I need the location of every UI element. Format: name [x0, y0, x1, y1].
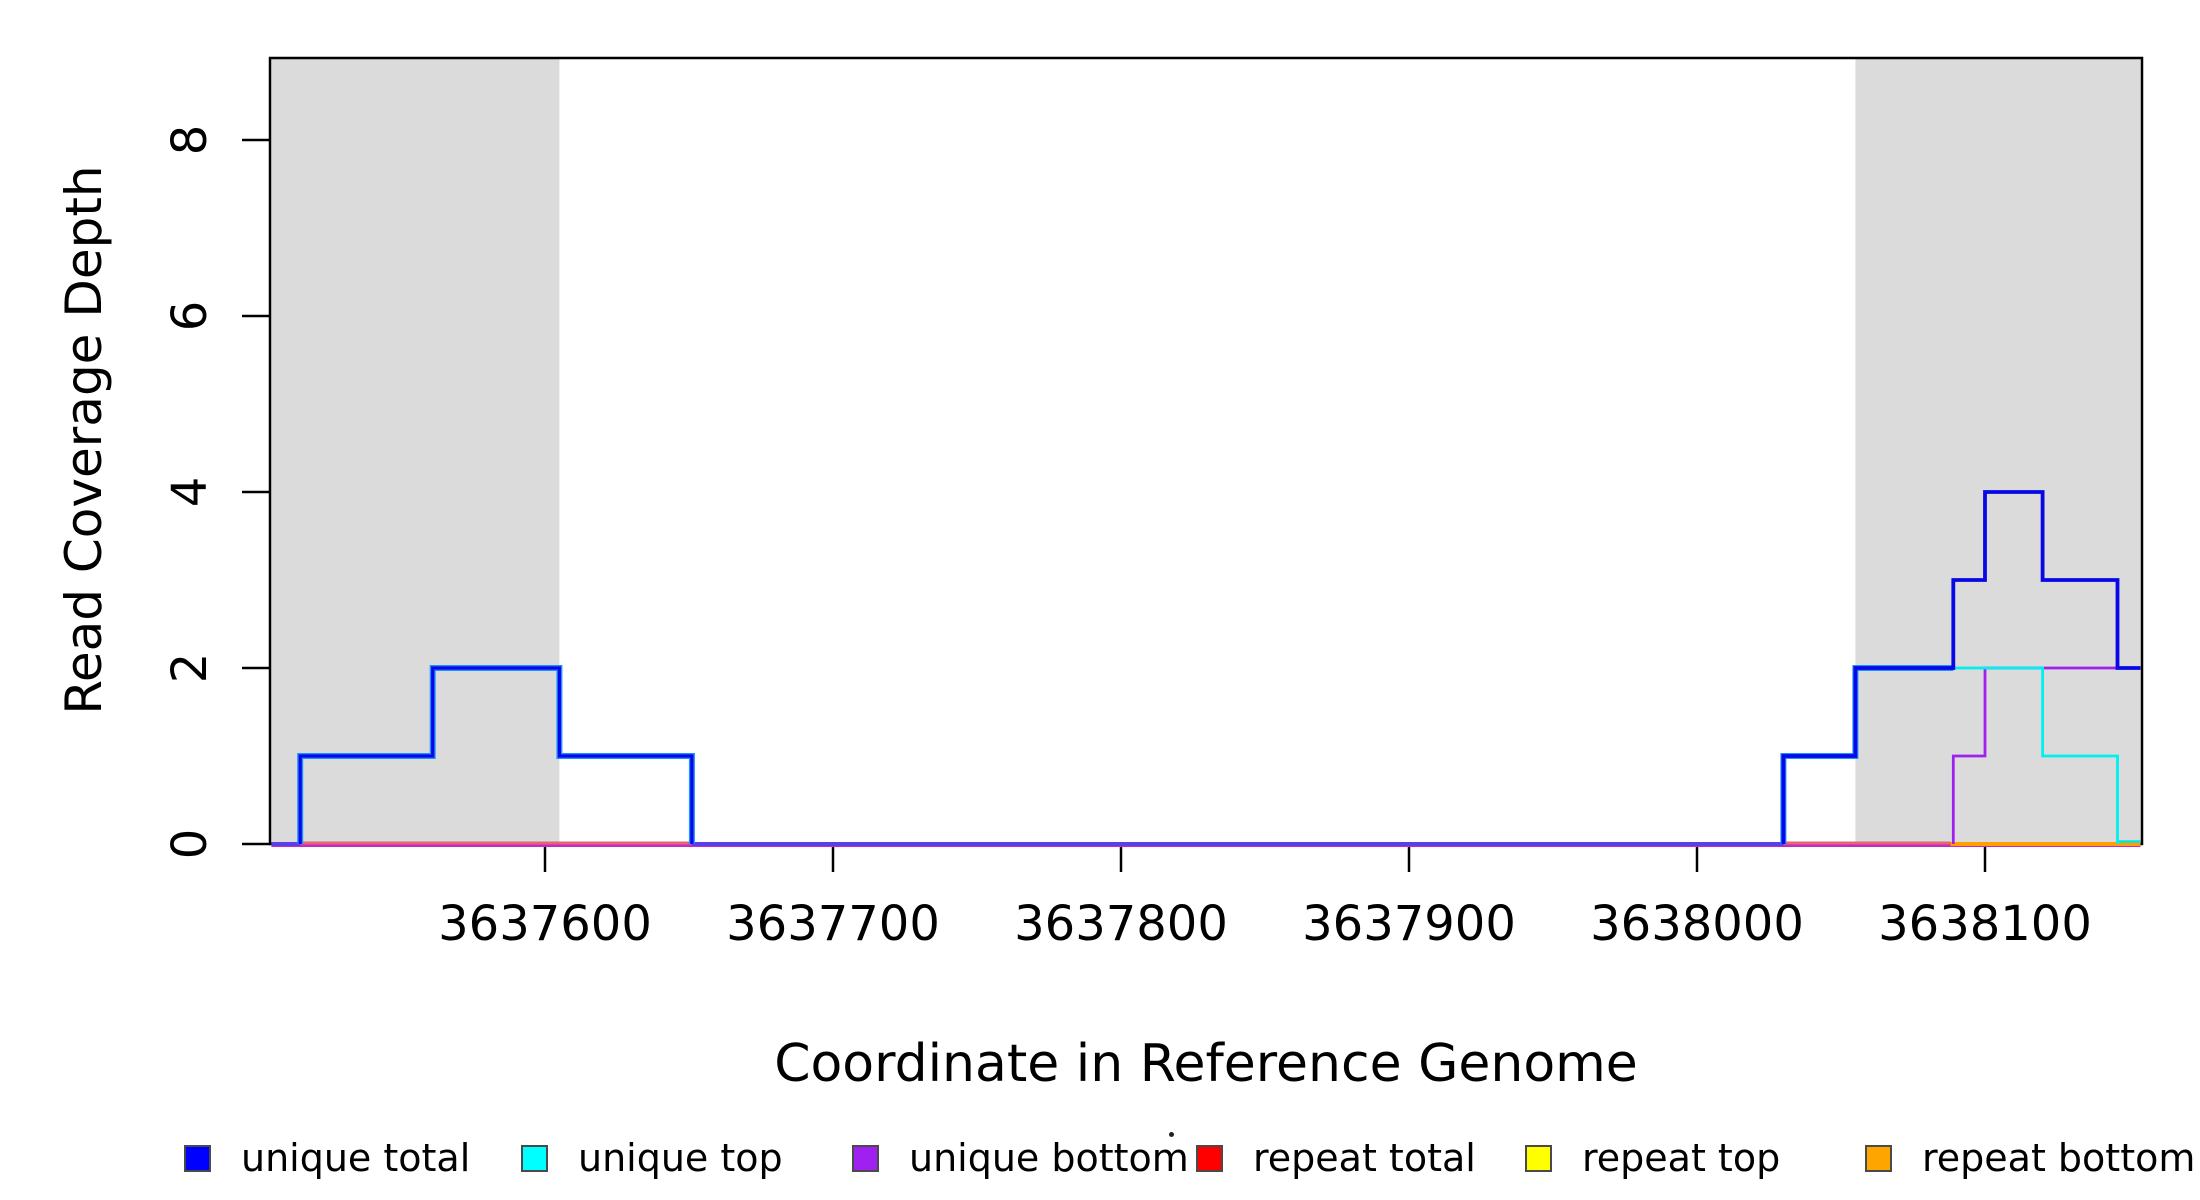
- legend-item-repeat-top: repeat top: [1525, 1136, 1781, 1180]
- y-axis-title: Read Coverage Depth: [55, 165, 113, 715]
- legend-swatch: [1196, 1144, 1223, 1172]
- x-tick-label: 3637900: [1302, 896, 1516, 952]
- legend-label: unique top: [578, 1136, 783, 1180]
- legend-item-repeat-total: repeat total: [1196, 1136, 1476, 1180]
- legend-item-repeat-bottom: repeat bottom: [1865, 1136, 2196, 1180]
- legend-label: unique bottom: [909, 1136, 1189, 1180]
- shaded-region-right: [1855, 58, 2141, 844]
- legend-swatch: [521, 1144, 548, 1172]
- unique-total-line-right: [1781, 490, 2141, 844]
- legend-swatch: [852, 1144, 879, 1172]
- stray-point-dot: [1169, 1132, 1174, 1137]
- x-tick-label: 3638000: [1590, 896, 1804, 952]
- legend-label: repeat total: [1253, 1136, 1476, 1180]
- x-tick-label: 3637600: [438, 896, 652, 952]
- x-tick-label: 3637800: [1014, 896, 1228, 952]
- legend-label: repeat top: [1582, 1136, 1781, 1180]
- legend-swatch: [184, 1144, 211, 1172]
- unique-top-alone-line: [1953, 666, 2119, 844]
- y-tick-label: 6: [162, 300, 218, 332]
- legend-label: repeat bottom: [1922, 1136, 2196, 1180]
- y-tick-label: 2: [162, 652, 218, 684]
- legend-label: unique total: [241, 1136, 471, 1180]
- y-tick-label: 0: [162, 828, 218, 860]
- x-tick-label: 3638100: [1878, 896, 2092, 952]
- legend-item-unique-bottom: unique bottom: [852, 1136, 1189, 1180]
- legend-item-unique-top: unique top: [521, 1136, 783, 1180]
- y-tick-label: 8: [162, 124, 218, 156]
- x-axis-title: Coordinate in Reference Genome: [774, 1034, 1638, 1094]
- y-tick-label: 4: [162, 476, 218, 508]
- x-tick-label: 3637700: [726, 896, 940, 952]
- legend-item-unique-total: unique total: [184, 1136, 471, 1180]
- legend-swatch: [1525, 1144, 1552, 1172]
- legend-swatch: [1865, 1144, 1892, 1172]
- shaded-region-left: [271, 58, 560, 844]
- unique-total-line-left: [298, 666, 694, 844]
